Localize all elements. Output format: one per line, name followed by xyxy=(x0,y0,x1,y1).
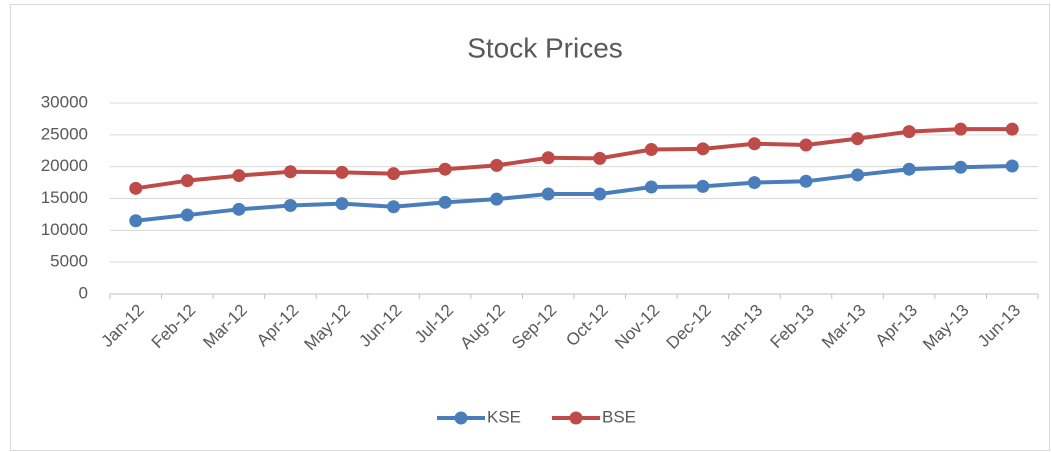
y-tick-label: 20000 xyxy=(41,156,88,175)
point xyxy=(593,151,607,165)
point xyxy=(335,197,349,211)
point xyxy=(851,132,865,146)
point xyxy=(541,151,555,165)
y-tick-label: 15000 xyxy=(41,188,88,207)
point xyxy=(696,179,710,193)
point xyxy=(593,187,607,201)
point xyxy=(851,168,865,182)
series-line xyxy=(135,127,1013,191)
point xyxy=(129,214,143,228)
y-tick-label: 0 xyxy=(79,283,88,302)
point xyxy=(954,160,968,174)
y-tick-label: 5000 xyxy=(50,252,88,271)
point xyxy=(696,142,710,156)
point xyxy=(902,125,916,139)
legend-label: KSE xyxy=(487,407,521,426)
point xyxy=(180,174,194,188)
point xyxy=(180,208,194,222)
y-tick-label: 30000 xyxy=(41,92,88,111)
point xyxy=(283,199,297,213)
chart-frame xyxy=(10,4,1050,451)
point xyxy=(232,202,246,216)
point xyxy=(644,180,658,194)
legend-marker xyxy=(569,411,583,425)
point xyxy=(129,181,143,195)
point xyxy=(232,169,246,183)
point xyxy=(799,174,813,188)
point xyxy=(335,165,349,179)
point xyxy=(644,142,658,156)
point xyxy=(490,192,504,206)
point xyxy=(902,162,916,176)
point xyxy=(387,167,401,181)
point xyxy=(541,187,555,201)
point xyxy=(799,138,813,152)
point xyxy=(387,200,401,214)
point xyxy=(747,137,761,151)
series-line xyxy=(135,164,1013,223)
y-tick-label: 25000 xyxy=(41,124,88,143)
point xyxy=(954,122,968,136)
legend-marker xyxy=(454,411,468,425)
point xyxy=(747,176,761,190)
point xyxy=(438,195,452,209)
point xyxy=(438,162,452,176)
point xyxy=(490,158,504,172)
point xyxy=(1005,159,1019,173)
chart-title: Stock Prices xyxy=(467,32,623,63)
point xyxy=(283,165,297,179)
y-tick-label: 10000 xyxy=(41,220,88,239)
legend-label: BSE xyxy=(602,407,636,426)
point xyxy=(1005,122,1019,136)
